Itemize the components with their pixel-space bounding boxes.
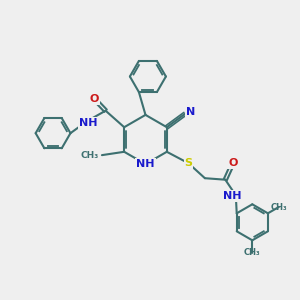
Text: CH₃: CH₃ [271,202,287,211]
Text: O: O [228,158,238,168]
Text: CH₃: CH₃ [80,151,98,160]
Text: NH: NH [79,118,98,128]
Text: O: O [89,94,99,104]
Text: S: S [184,158,192,168]
Text: NH: NH [223,191,242,201]
Text: NH: NH [136,159,155,169]
Text: CH₃: CH₃ [244,248,261,257]
Text: N: N [186,107,195,117]
